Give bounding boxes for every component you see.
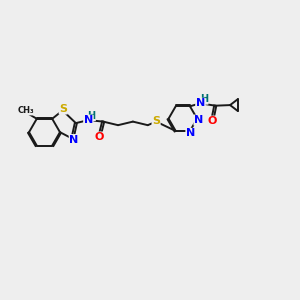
Text: N: N xyxy=(194,115,203,125)
Text: O: O xyxy=(95,132,104,142)
Text: N: N xyxy=(69,135,79,145)
Text: O: O xyxy=(208,116,217,126)
Text: H: H xyxy=(87,111,95,121)
Text: S: S xyxy=(59,104,67,114)
Text: N: N xyxy=(196,98,205,108)
Text: H: H xyxy=(200,94,208,104)
Text: N: N xyxy=(84,115,93,125)
Text: N: N xyxy=(186,128,195,138)
Text: CH₃: CH₃ xyxy=(18,106,35,115)
Text: S: S xyxy=(152,116,160,126)
